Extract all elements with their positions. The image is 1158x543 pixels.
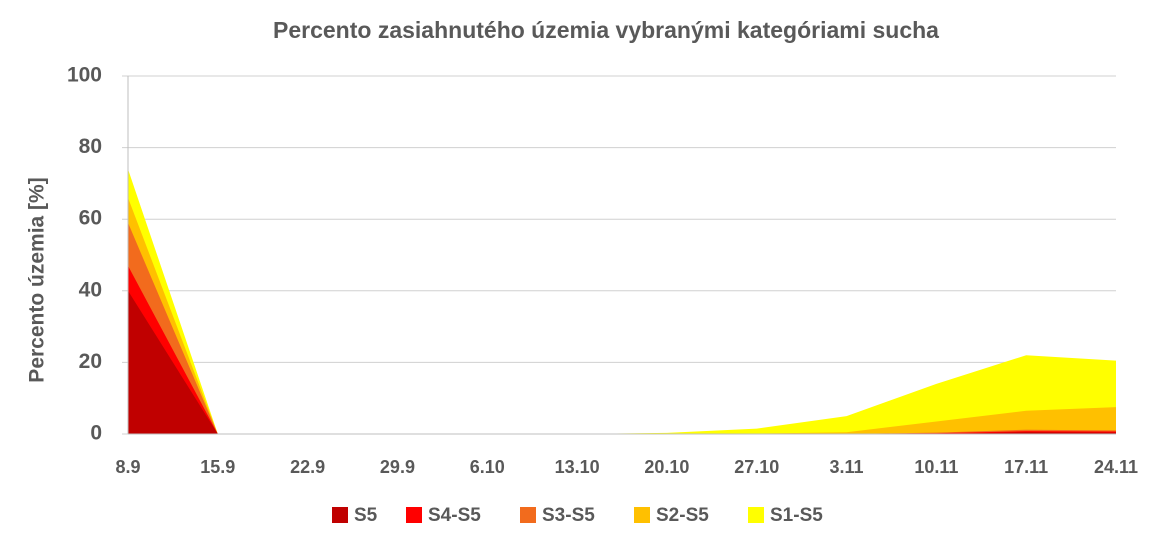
legend-swatch [332,507,348,523]
legend-label: S3-S5 [542,505,595,526]
chart-title: Percento zasiahnutého územia vybranými k… [273,17,939,43]
y-tick-label: 60 [79,207,102,230]
area [128,169,1116,434]
legend-swatch [520,507,536,523]
y-tick-label: 20 [79,350,102,373]
legend-swatch [748,507,764,523]
x-tick-label: 15.9 [200,457,235,477]
y-tick-label: 0 [90,422,102,445]
y-tick-label: 100 [67,64,102,87]
y-axis-label: Percento územia [%] [26,177,49,382]
x-tick-label: 10.11 [914,457,958,477]
legend-label: S5 [354,505,378,526]
x-tick-label: 24.11 [1094,457,1138,477]
x-tick-label: 29.9 [380,457,415,477]
x-tick-label: 27.10 [734,457,779,477]
legend-swatch [634,507,650,523]
x-tick-label: 8.9 [115,457,140,477]
x-tick-label: 3.11 [830,457,864,477]
legend-label: S2-S5 [656,505,709,526]
y-tick-label: 40 [79,278,102,301]
x-tick-label: 20.10 [644,457,689,477]
x-tick-label: 22.9 [290,457,325,477]
x-tick-label: 13.10 [555,457,600,477]
legend-swatch [406,507,422,523]
x-tick-label: 6.10 [470,457,505,477]
y-tick-label: 80 [79,135,102,158]
legend-label: S1-S5 [770,505,823,526]
legend-label: S4-S5 [428,505,481,526]
x-tick-label: 17.11 [1004,457,1048,477]
